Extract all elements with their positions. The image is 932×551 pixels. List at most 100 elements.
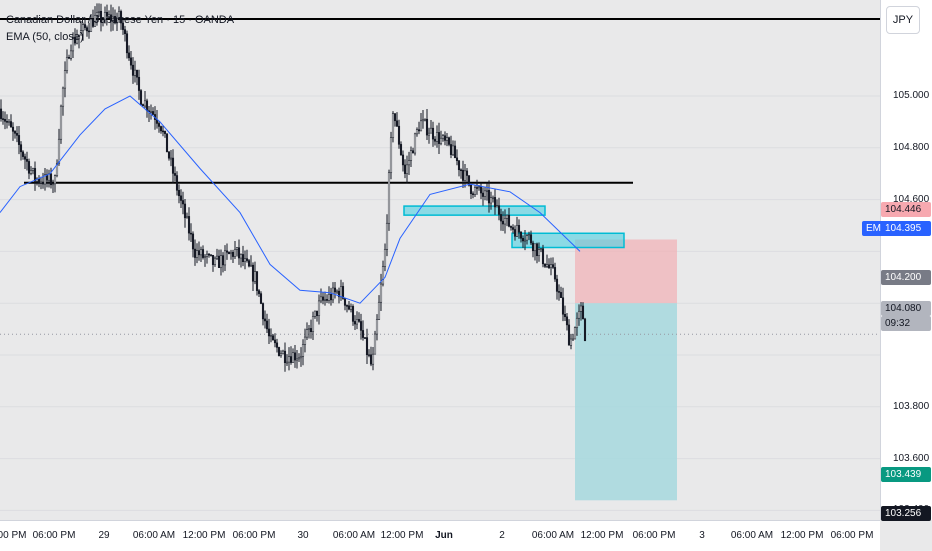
candle-body: [583, 318, 587, 342]
candle-body: [157, 123, 161, 127]
candle-body: [573, 327, 577, 340]
stop-price-badge: 104.446: [881, 202, 931, 217]
candle-body: [9, 121, 13, 128]
candle-body: [349, 306, 353, 310]
candle-body: [269, 335, 273, 337]
candle-body: [247, 260, 251, 267]
candle-body: [135, 69, 139, 78]
candle-body: [569, 338, 573, 346]
candle-body: [97, 10, 101, 13]
candle-body: [487, 190, 491, 204]
candle-body: [303, 336, 307, 345]
time-tick-label: 29: [98, 530, 110, 541]
candle-body: [401, 154, 405, 166]
time-tick-label: 06:00 PM: [232, 530, 276, 541]
candle-body: [413, 133, 417, 154]
candle-body: [197, 250, 201, 256]
candle-body: [81, 24, 85, 31]
candle-body: [159, 126, 163, 132]
candle-body: [491, 197, 495, 199]
candle-body: [567, 324, 571, 346]
candle-body: [521, 238, 525, 242]
candle-body: [393, 113, 397, 122]
candle-body: [49, 173, 53, 186]
candle-body: [187, 216, 191, 234]
candle-body: [39, 182, 43, 184]
candle-body: [305, 329, 309, 338]
candle-body: [517, 225, 521, 233]
candle-body: [545, 264, 549, 267]
candle-body: [63, 70, 67, 89]
candle-body: [211, 254, 215, 265]
candle-body: [295, 358, 299, 361]
candle-body: [345, 305, 349, 307]
candle-body: [5, 121, 9, 123]
take-profit-zone[interactable]: [575, 303, 677, 501]
candle-body: [543, 263, 547, 267]
candle-body: [513, 229, 517, 237]
candle-body: [429, 127, 433, 134]
candle-body: [1, 118, 5, 120]
candle-body: [581, 305, 585, 320]
price-chart[interactable]: [0, 0, 880, 520]
candle-body: [359, 321, 363, 331]
candle-body: [437, 132, 441, 144]
candle-body: [163, 131, 167, 134]
candle-body: [37, 178, 41, 184]
candle-body: [123, 29, 127, 34]
candle-body: [151, 111, 155, 115]
time-tick-label: 06:00 AM: [730, 530, 774, 541]
candle-body: [75, 38, 79, 44]
candle-body: [435, 132, 439, 142]
time-tick-label: 00 PM: [0, 530, 27, 541]
candle-body: [503, 218, 507, 225]
time-tick-label: 3: [699, 530, 705, 541]
candle-body: [425, 118, 429, 136]
currency-button[interactable]: JPY: [886, 6, 920, 34]
candle-body: [219, 255, 223, 268]
candle-body: [231, 251, 235, 257]
candle-body: [285, 361, 289, 364]
candle-body: [77, 34, 81, 40]
candle-body: [537, 249, 541, 257]
stop-loss-zone[interactable]: [575, 239, 677, 304]
candle-body: [385, 222, 389, 250]
time-tick-label: 12:00 PM: [182, 530, 226, 541]
candle-body: [201, 249, 205, 258]
candle-body: [169, 157, 173, 160]
time-tick-label: 12:00 PM: [380, 530, 424, 541]
candle-body: [499, 214, 503, 222]
time-axis[interactable]: [0, 520, 880, 551]
candle-body: [213, 257, 217, 265]
candle-body: [125, 33, 129, 54]
candle-body: [449, 144, 453, 155]
candle-body: [191, 233, 195, 250]
candle-body: [195, 250, 199, 258]
candle-body: [143, 100, 147, 107]
price-axis[interactable]: [880, 0, 932, 520]
candle-body: [485, 190, 489, 192]
candlestick-series: [0, 3, 587, 372]
candle-body: [227, 252, 231, 255]
supply-zone-upper[interactable]: [403, 205, 546, 216]
candle-body: [189, 232, 193, 235]
candle-body: [267, 328, 271, 337]
candle-body: [311, 316, 315, 332]
candle-body: [225, 250, 229, 253]
candle-body: [321, 296, 325, 301]
candle-body: [447, 137, 451, 145]
candle-body: [433, 138, 437, 142]
candle-body: [481, 192, 485, 197]
time-tick-label: 06:00 AM: [531, 530, 575, 541]
candle-body: [43, 174, 47, 185]
candle-body: [165, 133, 169, 153]
candle-body: [161, 130, 165, 133]
candle-body: [249, 264, 253, 267]
candle-body: [289, 356, 293, 363]
candle-body: [451, 145, 455, 155]
candle-body: [455, 157, 459, 161]
candle-body: [181, 200, 185, 205]
price-tick-label: 103.600: [893, 452, 930, 464]
candle-body: [89, 18, 93, 32]
candle-body: [141, 104, 145, 107]
